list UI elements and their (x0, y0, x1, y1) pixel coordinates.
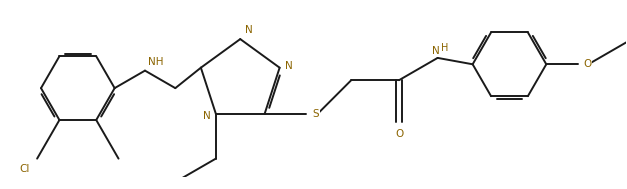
Text: N: N (203, 111, 211, 121)
Text: O: O (395, 129, 403, 139)
Text: N: N (245, 25, 253, 35)
Text: O: O (583, 59, 591, 69)
Text: N: N (285, 61, 292, 71)
Text: Cl: Cl (19, 164, 29, 174)
Text: NH: NH (148, 57, 164, 67)
Text: N: N (433, 46, 440, 56)
Text: H: H (441, 43, 448, 53)
Text: S: S (312, 109, 319, 119)
